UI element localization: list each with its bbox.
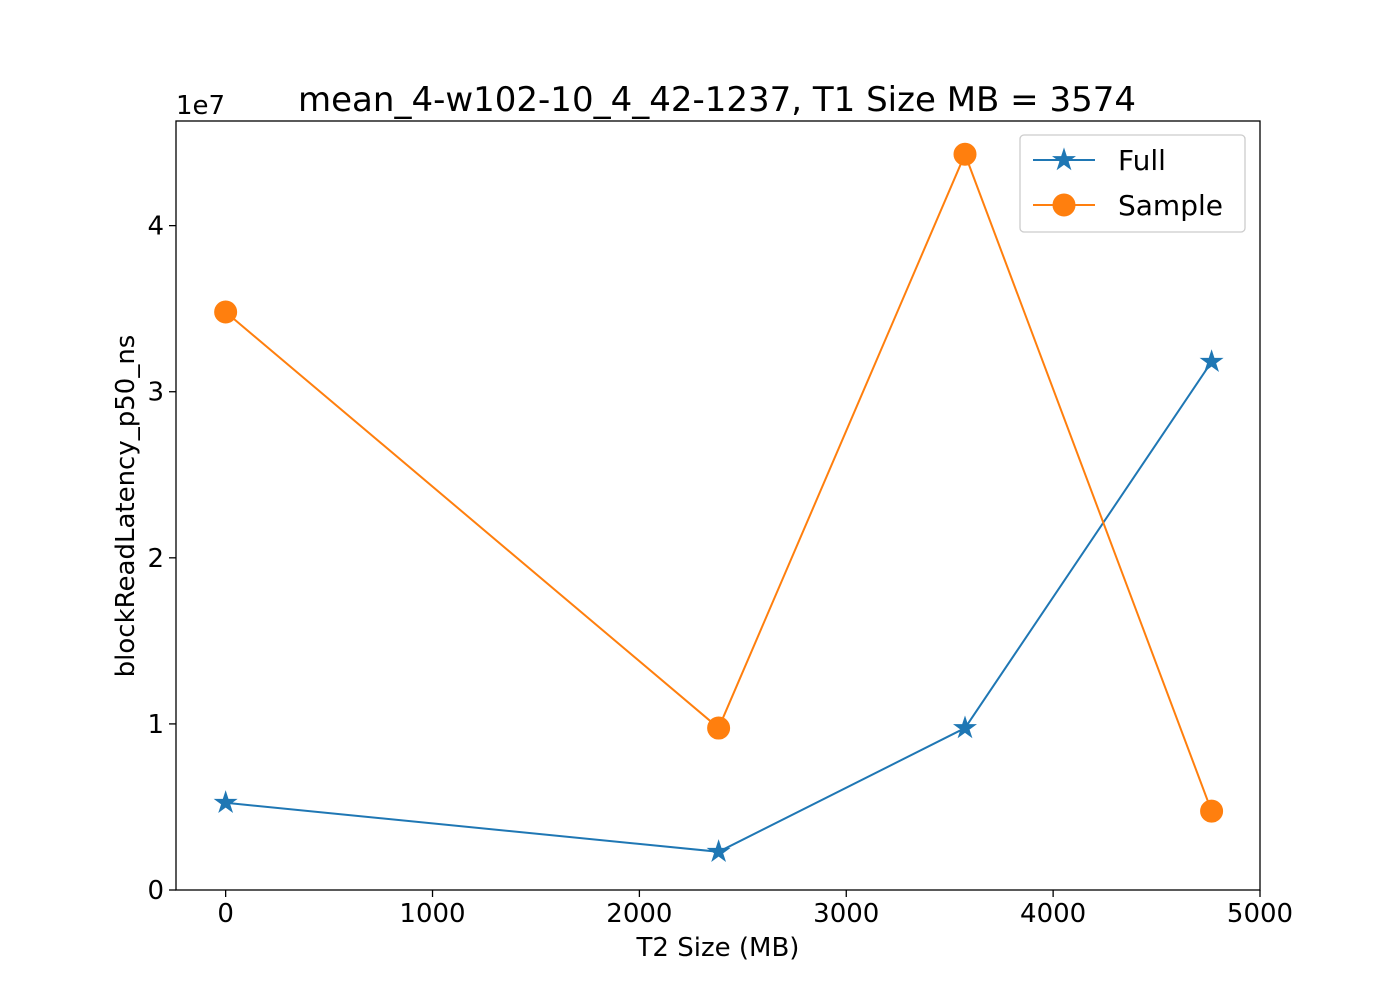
plot-frame	[175, 120, 1261, 891]
x-tick-label: 1000	[399, 899, 465, 929]
x-axis: 0 1000 2000 3000 4000 5000	[217, 890, 1293, 929]
series-sample	[214, 142, 1224, 823]
data-point-full	[213, 790, 238, 814]
series-line-full	[225, 361, 1213, 853]
series-full	[213, 349, 1224, 863]
chart-title: mean_4-w102-10_4_42-1237, T1 Size MB = 3…	[298, 80, 1136, 120]
x-tick-label: 5000	[1227, 899, 1293, 929]
data-point-full	[1199, 349, 1224, 373]
data-point-sample	[1200, 799, 1224, 823]
y-tick-label: 2	[147, 544, 164, 574]
series-layer	[213, 142, 1224, 863]
data-point-sample	[953, 142, 977, 166]
legend: Full Sample	[1019, 134, 1246, 233]
x-tick-label: 3000	[813, 899, 879, 929]
data-point-sample	[214, 300, 238, 324]
x-tick-label: 4000	[1020, 899, 1086, 929]
data-point-full	[953, 715, 977, 739]
y-tick-label: 0	[147, 876, 164, 906]
series-line-sample	[225, 151, 1213, 812]
data-point-sample	[707, 716, 731, 740]
y-axis: 0 1 2 3 4	[147, 212, 176, 906]
legend-marker-sample	[1052, 193, 1076, 217]
data-point-full	[706, 839, 731, 863]
plot-area: 0 1000 2000 3000 4000 5000 0 1 2 3 4	[147, 120, 1293, 929]
y-tick-label: 1	[147, 710, 164, 740]
y-tick-label: 4	[147, 212, 164, 242]
y-axis-label: blockReadLatency_p50_ns	[111, 335, 141, 678]
legend-label-full: Full	[1118, 144, 1166, 177]
y-offset-label: 1e7	[176, 91, 225, 121]
x-tick-label: 2000	[606, 899, 672, 929]
legend-item-sample: Sample	[1033, 189, 1223, 222]
legend-item-full: Full	[1033, 144, 1166, 177]
x-axis-label: T2 Size (MB)	[636, 933, 800, 963]
legend-marker-full	[1052, 147, 1076, 171]
legend-label-sample: Sample	[1118, 189, 1223, 222]
y-tick-label: 3	[147, 378, 164, 408]
x-tick-label: 0	[217, 899, 234, 929]
